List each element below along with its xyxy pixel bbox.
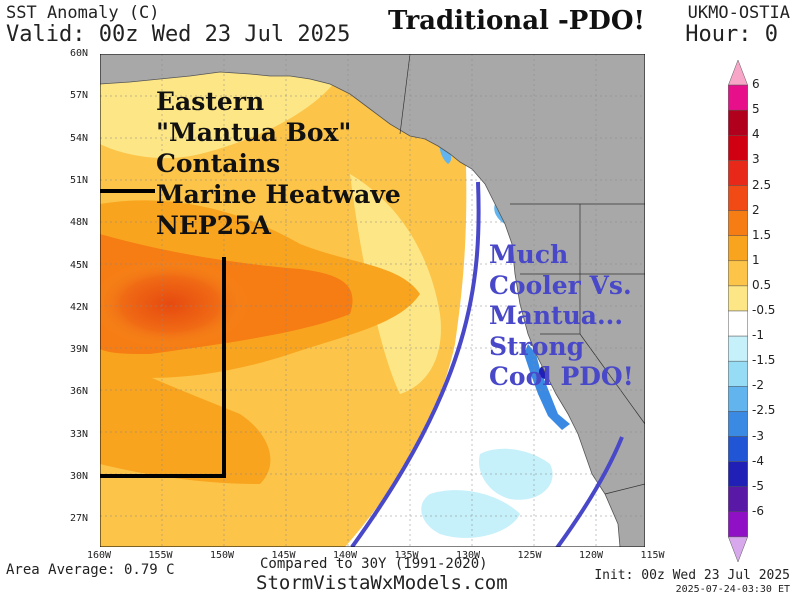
annotation-line: Marine Heatwave: [156, 180, 401, 209]
lon-label: 160W: [87, 550, 112, 561]
lat-label: 27N: [70, 513, 89, 525]
land-mass: [100, 54, 645, 547]
colorbar-label: -6: [752, 503, 764, 518]
lon-label: 155W: [148, 550, 173, 561]
colorbar-label: 0.5: [752, 277, 772, 292]
colorbar-segment: [728, 335, 748, 362]
colorbar-segment: [728, 360, 748, 387]
colorbar-segment: [728, 461, 748, 487]
lat-label: 60N: [70, 48, 89, 59]
lat-label: 57N: [70, 90, 89, 102]
colorbar-segment: [728, 411, 748, 437]
headline: Traditional -PDO!: [388, 6, 645, 36]
colorbar-top-arrow: [728, 60, 748, 86]
mexico-border: [604, 483, 645, 495]
sst-anomaly-map: [100, 54, 645, 547]
colorbar-label: 2: [752, 202, 760, 217]
colorbar-label: 3: [752, 152, 760, 167]
colorbar-bottom-arrow: [728, 536, 748, 562]
alaska-border: [399, 54, 411, 135]
mantua-box-line: [100, 257, 226, 478]
colorbar-label: -0.5: [752, 303, 776, 317]
southwest-warm: [100, 354, 271, 484]
upwelling-zone: [524, 344, 570, 430]
lon-label: 135W: [394, 550, 419, 561]
annotation-cooler-vs-mantua: Much Cooler Vs. Mantua... Strong Cool PD…: [489, 240, 634, 393]
lat-label: 45N: [70, 259, 89, 271]
colorbar-segment: [728, 285, 748, 312]
cool-spot-2: [421, 490, 520, 538]
generated-timestamp: 2025-07-24-03:30 ET: [675, 584, 790, 595]
colorbar-segment: [728, 260, 748, 287]
valid-time: Valid: 00z Wed 23 Jul 2025: [6, 22, 351, 47]
colorbar-segment: [728, 436, 748, 462]
annotation-line: NEP25A: [156, 211, 271, 240]
lon-label: 125W: [517, 550, 542, 561]
lat-label: 39N: [70, 344, 89, 356]
colorbar-label: -5: [752, 478, 764, 493]
lon-label: 120W: [579, 550, 604, 561]
colorbar-label: -2: [752, 378, 764, 393]
colorbar-segment: [728, 109, 748, 136]
lat-label: 33N: [70, 428, 89, 440]
cool-spot-1: [479, 448, 553, 500]
annotation-line: Eastern: [156, 87, 265, 116]
model-name: UKMO-OSTIA: [687, 3, 790, 23]
colorbar-segment: [728, 386, 748, 412]
colorbar-segment: [728, 511, 748, 538]
blue-boundary-curve-2: [555, 436, 624, 547]
colorbar-segment: [728, 310, 748, 337]
colorbar-label: 6: [752, 77, 760, 92]
colorbar-label: -1.5: [752, 353, 776, 368]
colorbar-segment: [728, 210, 748, 236]
init-time: Init: 00z Wed 23 Jul 2025: [594, 568, 790, 583]
annotation-line: Contains: [156, 149, 281, 178]
annotation-line: Strong: [489, 331, 585, 361]
hot-core: [100, 259, 250, 349]
map-title: SST Anomaly (C): [6, 3, 160, 23]
site-watermark: StormVistaWxModels.com: [256, 572, 508, 594]
colorbar-label: -3: [752, 428, 764, 443]
colorbar-label: 1.5: [752, 227, 772, 242]
annotation-line: "Mantua Box": [156, 118, 352, 147]
colorbar: [728, 60, 748, 562]
lat-label: 54N: [70, 132, 89, 144]
lon-label: 145W: [271, 550, 296, 561]
colorbar-segment: [728, 486, 748, 513]
annotation-line: Cool PDO!: [489, 362, 634, 391]
colorbar-label: 1: [752, 252, 760, 267]
area-average: Area Average: 0.79 C: [6, 562, 175, 578]
colorbar-segment: [728, 235, 748, 262]
colorbar-label: -1: [752, 328, 764, 343]
annotation-eastern-mantua-box: Eastern "Mantua Box" Contains Marine Hea…: [156, 86, 401, 241]
colorbar-label: 4: [752, 127, 760, 142]
colorbar-segment: [728, 135, 748, 161]
lat-label: 51N: [70, 174, 89, 186]
colorbar-segment: [728, 185, 748, 211]
lon-label: 150W: [210, 550, 235, 561]
colorbar-segment: [728, 160, 748, 186]
colorbar-label: -4: [752, 453, 764, 468]
colorbar-segment: [728, 84, 748, 111]
lat-label: 30N: [70, 471, 89, 482]
colorbar-label: -2.5: [752, 403, 776, 418]
lon-label: 140W: [333, 550, 358, 561]
lat-label: 36N: [70, 386, 89, 398]
lat-label: 42N: [70, 301, 89, 313]
forecast-hour: Hour: 0: [685, 22, 778, 47]
colorbar-label: 5: [752, 102, 760, 117]
annotation-line: Cooler Vs.: [489, 270, 632, 300]
lon-label: 115W: [640, 550, 665, 561]
climatology-note: Compared to 30Y (1991-2020): [260, 556, 488, 572]
annotation-line: Much: [489, 240, 569, 269]
colorbar-label: 2.5: [752, 177, 772, 192]
blue-boundary-curve-1: [350, 181, 481, 547]
lat-label: 48N: [70, 217, 89, 229]
annotation-line: Mantua...: [489, 301, 624, 330]
lon-label: 130W: [456, 550, 481, 561]
gulf-of-alaska-mild: [100, 54, 350, 159]
